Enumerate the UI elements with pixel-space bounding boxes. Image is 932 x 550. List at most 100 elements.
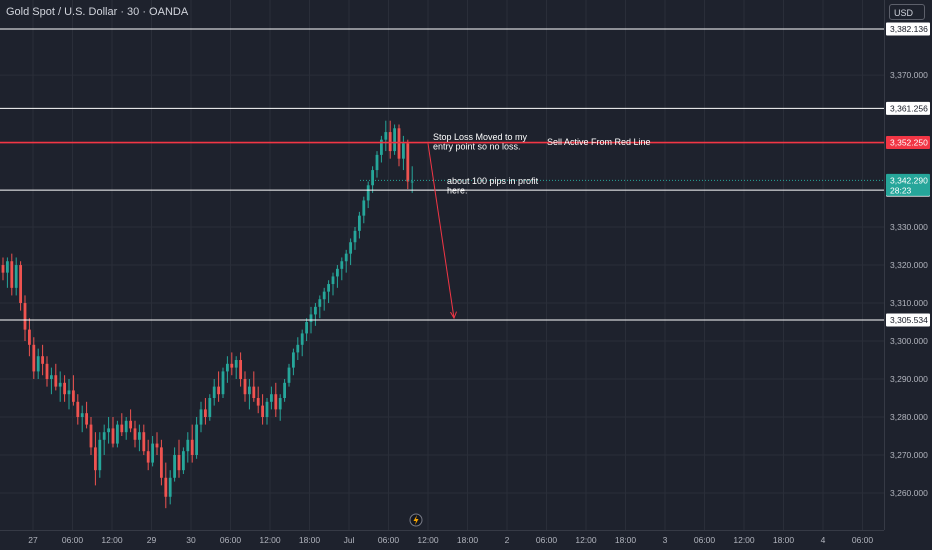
- candle-body: [283, 382, 286, 399]
- annotation-text: here.: [447, 186, 468, 196]
- lightning-icon-bolt: [413, 515, 419, 525]
- candle-body: [287, 367, 291, 383]
- candle-body: [177, 454, 181, 471]
- candle-body: [102, 432, 106, 440]
- candle-body: [384, 132, 388, 140]
- y-tick-label: 3,290.000: [890, 374, 928, 384]
- x-tick-label: 27: [28, 535, 38, 545]
- currency-button[interactable]: USD: [889, 4, 925, 20]
- candle-body: [340, 261, 344, 269]
- x-tick-label: 12:00: [259, 535, 281, 545]
- x-tick-label: 06:00: [220, 535, 242, 545]
- arrow-shaft: [427, 143, 455, 319]
- candle-body: [239, 360, 242, 380]
- candle-body: [375, 154, 379, 171]
- candle-body: [292, 352, 295, 368]
- y-tick-label: 3,310.000: [890, 298, 928, 308]
- time-axis[interactable]: 27 06:00 12:00 29 30 06:00 12:00 18:00 Jul 06:00 1…: [0, 513, 884, 545]
- candle-body: [318, 299, 322, 307]
- candle-body: [142, 432, 146, 452]
- candle-body: [63, 382, 66, 395]
- candle-body: [248, 386, 251, 395]
- candle-body: [199, 409, 203, 425]
- candle-body: [58, 382, 62, 387]
- x-tick-label: 2: [505, 535, 510, 545]
- candle-body: [353, 230, 357, 243]
- price-tag-label: 3,361.256: [890, 103, 928, 113]
- candle-body: [406, 143, 410, 182]
- x-tick-label: 12:00: [101, 535, 123, 545]
- candle-body: [124, 420, 128, 433]
- candle-body: [234, 360, 238, 368]
- candle-body: [221, 371, 225, 395]
- price-tag-bg: [886, 313, 930, 327]
- x-tick-label: 18:00: [615, 535, 637, 545]
- candle-body: [107, 428, 110, 433]
- candle-body: [278, 398, 282, 410]
- annotation-text: Stop Loss Moved to my: [433, 132, 528, 142]
- candle-body: [243, 379, 247, 395]
- candle-body: [160, 447, 163, 478]
- x-tick-label: 18:00: [773, 535, 795, 545]
- candle-body: [41, 356, 44, 364]
- candle-body: [212, 386, 216, 399]
- price-axis-bg: [884, 0, 932, 550]
- candle-body: [23, 303, 27, 330]
- candle-body: [146, 451, 150, 463]
- candle-body: [94, 447, 97, 471]
- countdown-label: 28:23: [890, 185, 912, 195]
- x-tick-label: 06:00: [62, 535, 84, 545]
- y-tick-label: 3,320.000: [890, 260, 928, 270]
- price-tags: 3,382.1363,361.2563,352.2503,339.7103,30…: [886, 22, 930, 327]
- candle-body: [393, 128, 396, 152]
- price-tag-bg: [886, 136, 930, 150]
- candle-body: [327, 284, 330, 292]
- candle-body: [111, 428, 115, 444]
- candle-body: [362, 200, 366, 216]
- candle-body: [410, 181, 414, 183]
- y-tick-label: 3,280.000: [890, 412, 928, 422]
- candle-body: [371, 170, 374, 186]
- candle-body: [133, 428, 137, 440]
- candle-body: [217, 386, 220, 395]
- candle-body: [380, 139, 383, 155]
- x-tick-label: 29: [147, 535, 157, 545]
- candle-body: [366, 185, 370, 201]
- candle-body: [305, 322, 308, 334]
- x-tick-label: 06:00: [536, 535, 558, 545]
- candle-body: [274, 394, 278, 410]
- candle-body: [6, 261, 9, 273]
- candle-body: [19, 265, 22, 304]
- candle-body: [1, 265, 5, 273]
- chart-grid: [0, 0, 884, 530]
- annotation-text: about 100 pips in profit: [447, 176, 539, 186]
- candle-body: [168, 477, 172, 497]
- candle-body: [300, 333, 304, 345]
- symbol-title: Gold Spot / U.S. Dollar · 30 · OANDA: [6, 6, 189, 18]
- candle-body: [252, 386, 256, 399]
- candle-body: [54, 375, 58, 387]
- x-tick-label: 30: [186, 535, 196, 545]
- candle-body: [336, 268, 339, 277]
- candle-body: [10, 261, 14, 288]
- x-tick-label: 12:00: [733, 535, 755, 545]
- candle-body: [349, 242, 352, 254]
- candle-body: [344, 253, 348, 262]
- candle-body: [256, 398, 260, 406]
- price-tag-bg: [886, 101, 930, 115]
- candle-body: [204, 409, 207, 417]
- x-tick-label: 12:00: [575, 535, 597, 545]
- candle-body: [14, 265, 18, 288]
- x-tick-label: 18:00: [457, 535, 479, 545]
- candle-body: [89, 424, 93, 448]
- candle-body: [36, 356, 40, 372]
- x-tick-label: 3: [663, 535, 668, 545]
- candle-body: [190, 439, 194, 455]
- candle-body: [226, 363, 229, 372]
- annotation-text: Sell Active From Red Line: [547, 137, 651, 147]
- price-axis[interactable]: 3,260.000 3,270.000 3,280.000 3,290.000 3,30…: [884, 0, 932, 550]
- x-tick-label: 4: [821, 535, 826, 545]
- candle-body: [261, 405, 264, 417]
